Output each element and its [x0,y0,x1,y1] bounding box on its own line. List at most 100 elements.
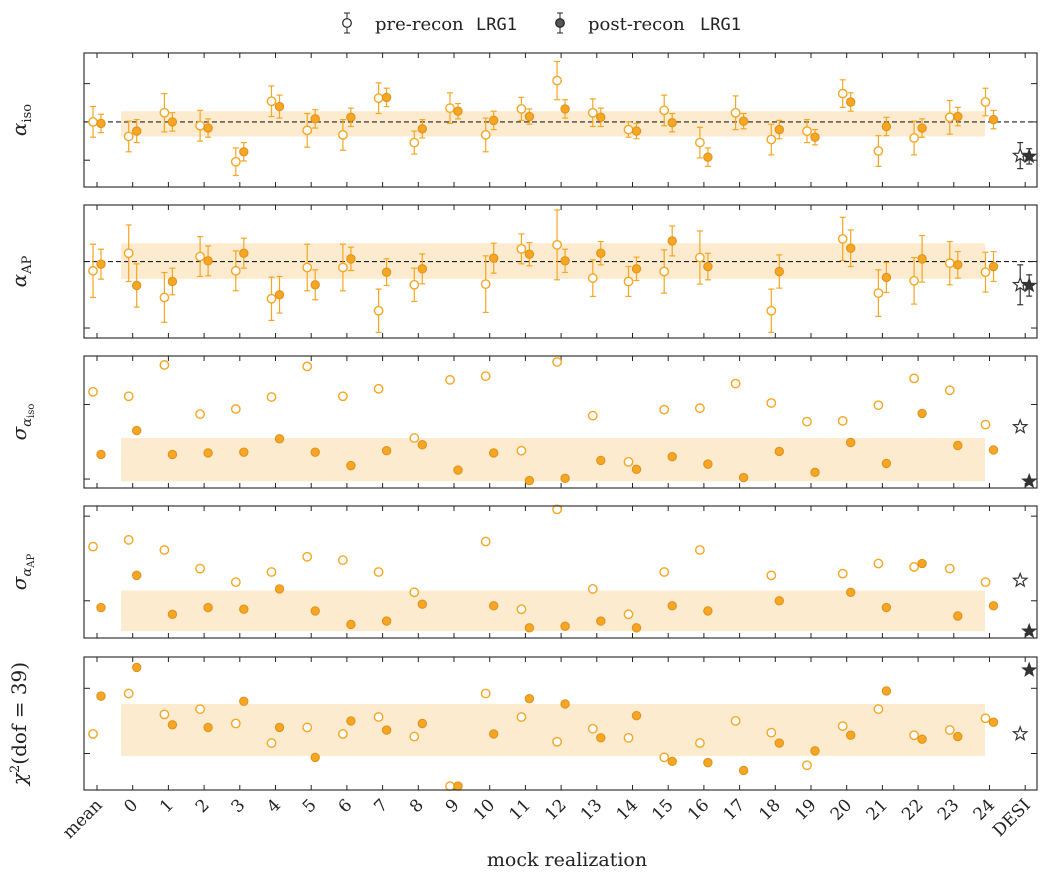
panel-chi2: χ2(dof = 39) [7,656,1038,791]
post-recon-point [846,97,856,107]
x-tick-label: 8 [406,795,428,817]
post-recon-point [346,460,356,471]
frame-alpha_iso [83,52,1038,188]
pre-recon-point [944,725,955,735]
post-recon-point [703,757,713,768]
pre-recon-point [230,718,241,729]
pre-recon-point [873,558,884,569]
pre-recon-point [409,587,420,598]
x-tick-label: 1 [156,795,178,817]
post-recon-point [239,248,249,258]
post-recon-point [453,106,463,116]
post-recon-point [631,710,642,721]
post-recon-point [417,599,427,609]
pre-recon-point [195,409,206,420]
pre-recon-point [337,555,348,566]
post-recon-point [96,259,106,269]
pre-recon-point [373,567,384,577]
pre-recon-point [766,134,777,145]
pre-recon-point [873,704,884,715]
post-recon-point [631,623,642,633]
post-recon-point [631,126,642,136]
band-sigma_alpha_iso [121,438,985,482]
pre-recon-point [802,416,812,427]
post-recon-point [524,111,535,122]
pre-recon-point [909,133,919,143]
pre-recon-point [159,709,170,720]
pre-recon-point [552,736,562,747]
pre-recon-point [837,415,848,426]
pre-recon-point [373,383,384,394]
post-recon-point [167,609,178,620]
pre-recon-point [980,713,991,724]
desi-pre-recon-star [1011,725,1029,741]
pre-recon-point [552,357,562,367]
post-recon-point [560,256,570,266]
pre-recon-point [837,721,848,732]
post-recon-point [167,117,178,127]
frame-sigma_alpha_iso [83,355,1038,489]
post-recon-point [96,602,106,613]
pre-recon-point [766,398,777,408]
desi-post-recon-star [1021,277,1038,293]
post-recon-point [917,408,927,419]
post-recon-point [417,718,427,729]
post-recon-point [346,254,356,264]
post-recon-point [239,147,249,157]
pre-recon-point [944,563,955,574]
post-recon-point [667,451,677,462]
x-tick-label: 9 [442,795,464,817]
post-recon-point [953,111,963,122]
x-tick-label: 21 [862,795,891,824]
post-recon-point [203,123,213,133]
post-recon-point [203,448,213,458]
post-recon-point [167,720,178,730]
pre-recon-point [266,96,277,107]
pre-recon-point [230,265,241,276]
post-recon-point [560,104,570,114]
pre-recon-point [337,262,348,273]
pre-recon-point [409,731,420,742]
pre-recon-point [445,781,455,791]
pre-recon-point [266,392,277,402]
pre-recon-point [159,292,170,303]
pre-recon-point [302,551,313,562]
x-tick-label: 13 [577,795,606,824]
post-recon-point [596,112,606,123]
y-axis-label-alpha_AP: αAP [7,255,35,287]
post-recon-point [524,623,535,633]
post-recon-point [953,440,963,451]
post-recon-point [774,124,784,135]
pre-recon-point [266,567,277,577]
pre-recon-point [837,568,848,579]
post-recon-point [239,696,249,707]
panel-sigma_alpha_iso: σαiso [7,355,1038,489]
post-recon-point [524,475,535,486]
post-recon-point [738,765,749,776]
pre-recon-point [266,293,277,304]
post-recon-point [310,606,320,616]
pre-recon-point [88,541,98,552]
pre-recon-point [587,723,598,734]
post-recon-point [810,467,820,478]
post-recon-point [417,124,427,134]
x-tick-labels: mean 0 1 2 3 4 5 6 7 8 9 10 11 12 13 14 15 16 17 18 19 20 21 22… [59,795,1035,843]
pre-recon-point [730,378,741,389]
pre-recon-point [730,107,741,118]
post-recon-point [810,746,820,756]
pre-recon-point [587,107,598,118]
post-recon-point [489,115,499,126]
x-tick-label: 17 [720,795,749,824]
post-recon-point [846,243,856,253]
post-recon-point [381,616,392,626]
x-tick-label: 22 [898,795,927,824]
pre-recon-point [337,391,348,402]
pre-recon-point [409,279,420,290]
y-axis-label-sigma_alpha_iso: σαiso [7,404,37,441]
post-recon-point [132,280,142,291]
legend-post-recon-tracer: LRG1 [700,15,741,35]
post-recon-point [274,290,285,300]
desi-pre-recon-star [1011,571,1029,588]
post-recon-point [381,446,392,456]
pre-recon-point [445,374,455,385]
